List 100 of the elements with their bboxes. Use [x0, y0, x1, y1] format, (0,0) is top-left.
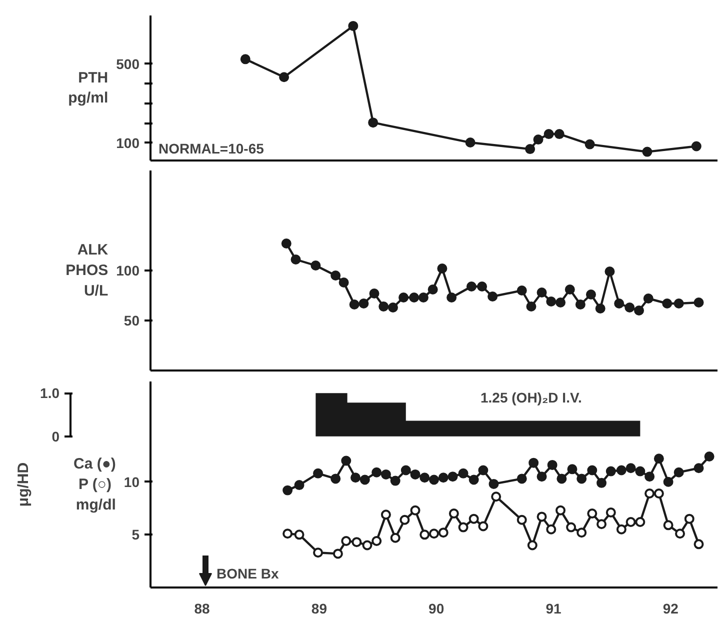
point — [694, 463, 704, 474]
y-tick-label: 5 — [132, 526, 140, 543]
point — [624, 302, 635, 312]
y-tick-label: 500 — [116, 56, 140, 72]
point — [388, 302, 398, 312]
point — [349, 300, 360, 310]
point — [587, 508, 598, 519]
point — [400, 514, 410, 525]
point — [368, 118, 378, 128]
y-axis-title: ALK PHOS U/L — [66, 242, 108, 300]
point — [418, 292, 428, 302]
point — [554, 129, 564, 140]
y-axis-title: PTH pg/ml — [68, 69, 108, 107]
point — [294, 530, 304, 540]
point — [654, 454, 664, 464]
point — [546, 524, 556, 534]
point — [478, 465, 488, 476]
point — [466, 282, 476, 292]
point — [332, 548, 343, 559]
point — [448, 508, 459, 519]
y-tick-label: 10 — [124, 474, 140, 490]
point — [282, 528, 293, 539]
x-tick-label: 90 — [428, 600, 444, 616]
y-tick-label: 50 — [124, 312, 140, 328]
annotation: BONE Bx — [216, 566, 279, 582]
point — [409, 292, 420, 302]
point — [458, 468, 468, 478]
point — [596, 519, 607, 530]
point — [390, 532, 400, 543]
point — [448, 472, 458, 482]
point — [596, 478, 607, 488]
point — [526, 302, 536, 312]
point — [691, 141, 702, 152]
point — [458, 522, 468, 532]
point — [362, 540, 372, 550]
x-tick-label: 92 — [662, 600, 679, 616]
point — [536, 472, 547, 482]
point — [536, 512, 547, 522]
point — [527, 540, 538, 550]
point — [626, 463, 636, 474]
point — [294, 480, 304, 490]
point — [694, 298, 704, 308]
y2-tick-label: 0 — [52, 428, 60, 444]
point — [644, 472, 655, 482]
point — [544, 129, 554, 140]
x-tick-label: 91 — [546, 600, 562, 616]
point — [635, 466, 646, 476]
point — [488, 478, 499, 489]
point — [478, 521, 488, 532]
y-axis-title: Ca (●) P (○) mg/dl — [74, 456, 116, 514]
point — [491, 492, 502, 502]
point — [525, 144, 536, 154]
point — [536, 288, 547, 298]
point — [606, 466, 616, 476]
point — [341, 536, 352, 546]
point — [380, 469, 391, 480]
point — [662, 298, 672, 308]
point — [516, 286, 527, 296]
point — [634, 306, 644, 316]
point — [398, 292, 409, 302]
point — [684, 514, 694, 524]
y-tick-label: 100 — [116, 134, 140, 151]
point — [358, 298, 369, 308]
point — [674, 298, 684, 308]
point — [330, 474, 341, 484]
point — [556, 505, 566, 516]
point — [626, 517, 636, 527]
point — [437, 264, 448, 274]
point — [369, 288, 380, 298]
point — [694, 539, 704, 550]
point — [420, 472, 430, 483]
point — [400, 465, 411, 476]
point — [360, 474, 370, 485]
point — [516, 514, 527, 525]
point — [338, 278, 349, 288]
point — [290, 254, 301, 264]
annotation: 1.25 (OH)₂D I.V. — [480, 390, 582, 406]
point — [604, 266, 615, 276]
point — [438, 528, 448, 538]
point — [616, 524, 626, 534]
point — [313, 468, 324, 478]
point — [348, 20, 358, 31]
point — [468, 474, 479, 485]
point — [616, 465, 626, 476]
point — [429, 528, 439, 539]
point — [643, 294, 654, 304]
y2-axis-title: μg/HD — [15, 462, 32, 507]
point — [675, 528, 686, 539]
point — [528, 458, 539, 468]
point — [378, 302, 389, 312]
point — [390, 476, 400, 486]
point — [380, 510, 391, 520]
x-tick-label: 89 — [311, 600, 328, 616]
point — [674, 467, 684, 478]
point — [240, 54, 250, 64]
point — [281, 238, 292, 248]
point — [586, 290, 596, 300]
point — [429, 474, 439, 485]
point — [533, 134, 544, 145]
point — [575, 300, 586, 310]
